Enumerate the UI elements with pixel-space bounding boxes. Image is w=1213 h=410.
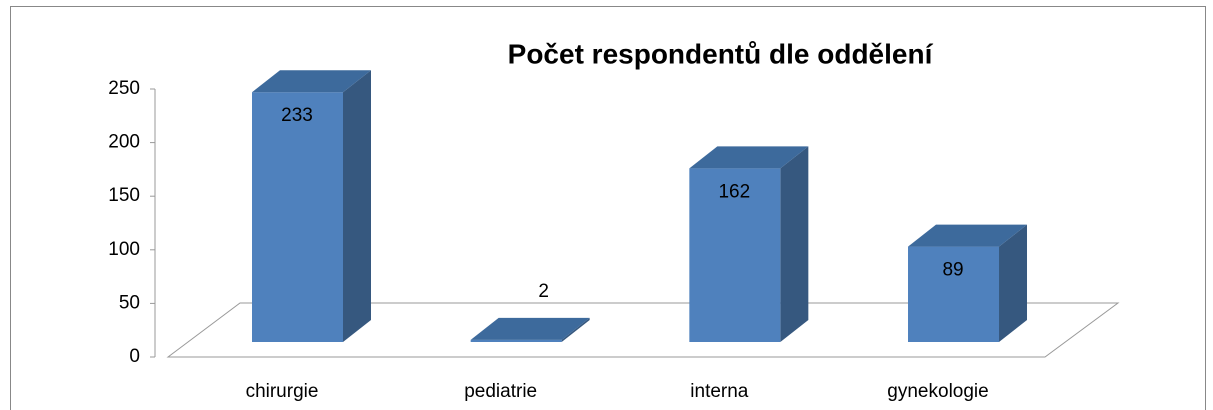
y-tick-label: 200: [108, 132, 140, 153]
x-tick-label: chirurgie: [246, 381, 319, 402]
bar-top: [252, 70, 371, 93]
bar: [470, 339, 562, 342]
x-tick-label: interna: [690, 381, 749, 402]
y-tick-label: 50: [119, 292, 140, 313]
bar-side: [561, 317, 590, 342]
x-tick-label: pediatrie: [464, 381, 537, 402]
bar-top: [908, 224, 1028, 247]
data-label: 162: [718, 181, 750, 202]
bar-side: [780, 146, 809, 342]
x-tick-label: gynekologie: [887, 381, 988, 402]
bar-side: [999, 224, 1028, 342]
data-label: 2: [538, 281, 549, 302]
bar: [689, 168, 781, 342]
data-label: 233: [281, 105, 313, 126]
y-tick-label: 0: [129, 346, 140, 367]
bar-top: [689, 146, 809, 169]
bar-side: [343, 70, 371, 342]
y-tick-label: 250: [108, 78, 140, 99]
floor: [166, 302, 1120, 358]
y-tick-label: 150: [108, 185, 140, 206]
bar-top: [470, 317, 590, 340]
data-label: 89: [942, 260, 963, 281]
y-tick-label: 100: [108, 239, 140, 260]
bar: [252, 92, 343, 342]
chart-title: Počet respondentů dle oddělení: [508, 38, 934, 69]
chart-border: [10, 6, 1206, 410]
bar: [908, 246, 1000, 342]
